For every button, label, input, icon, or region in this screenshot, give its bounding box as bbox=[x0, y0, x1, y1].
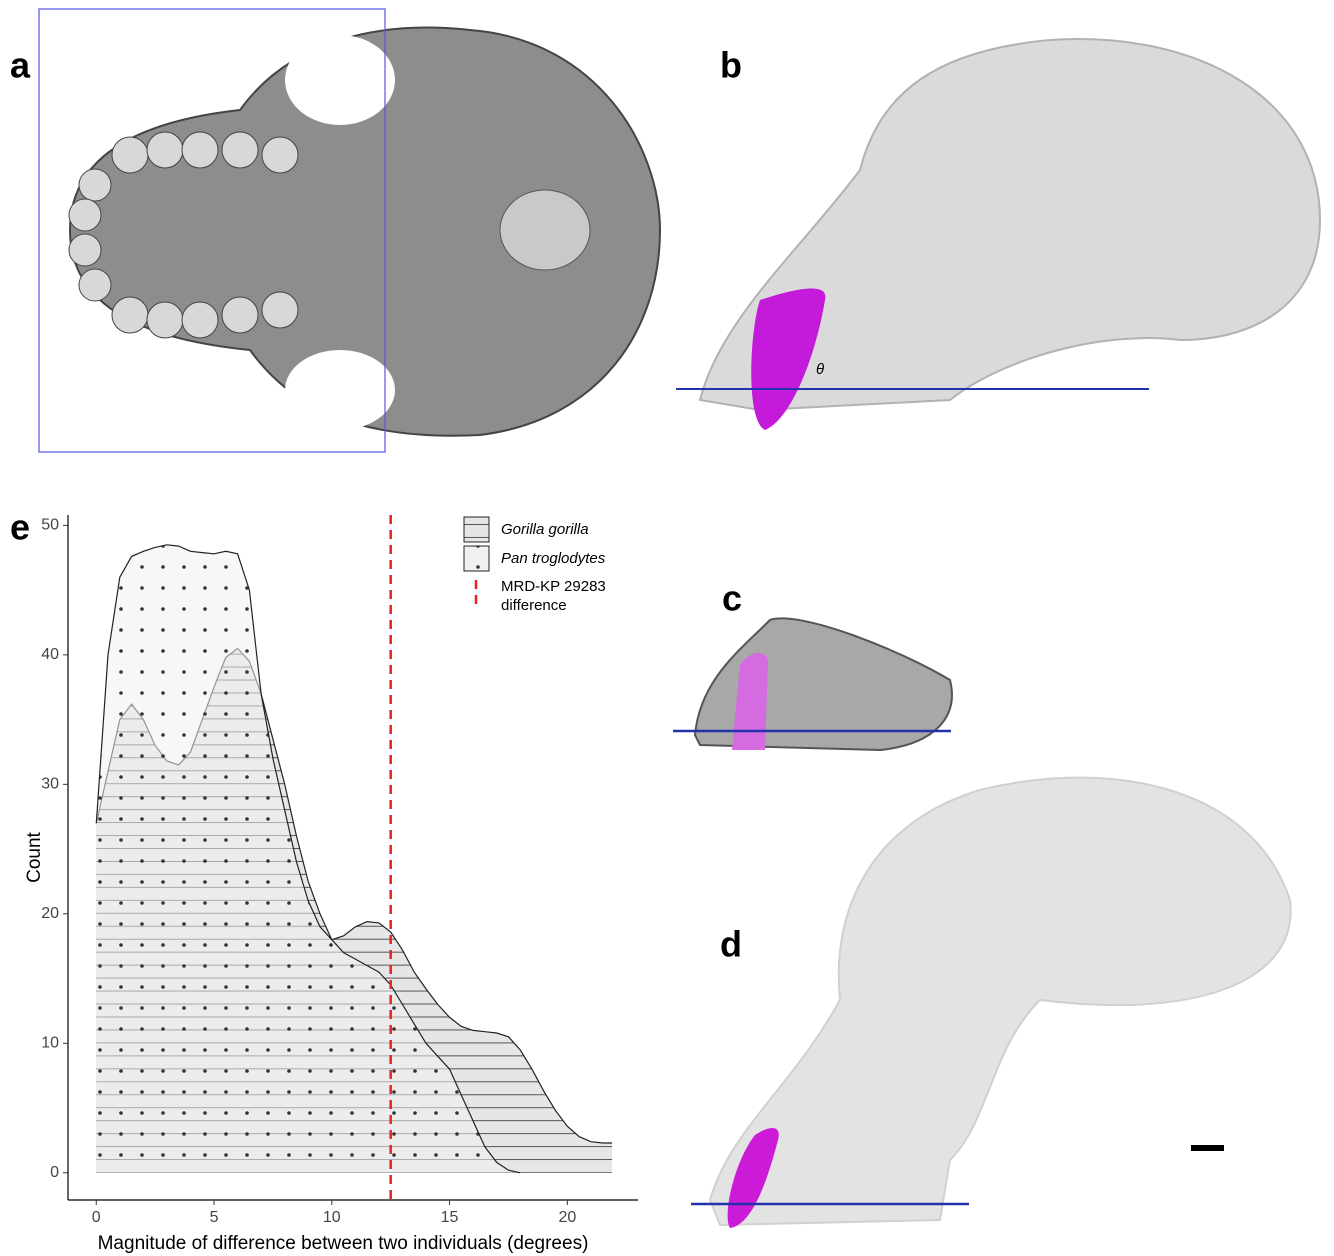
x-tick-label: 10 bbox=[323, 1209, 341, 1226]
area-pattern bbox=[96, 544, 521, 1173]
chart: 0 10 20 30 40 50 0 5 10 15 20 Magnitude of differen… bbox=[24, 515, 638, 1254]
x-tick-label: 20 bbox=[558, 1209, 576, 1226]
legend-label: Gorilla gorilla bbox=[501, 521, 589, 538]
legend-key-pattern bbox=[463, 545, 490, 572]
skull-b: θ bbox=[676, 38, 1322, 430]
area-outline bbox=[95, 544, 521, 1174]
y-tick-label: 10 bbox=[41, 1035, 59, 1052]
svg-text:θ: θ bbox=[816, 361, 824, 378]
x-tick-label: 0 bbox=[92, 1209, 101, 1226]
y-tick-label: 50 bbox=[41, 517, 59, 534]
x-axis-label: Magnitude of difference between two indi… bbox=[98, 1233, 589, 1254]
legend-label: Pan troglodytes bbox=[501, 550, 606, 567]
y-tick-label: 20 bbox=[41, 905, 59, 922]
legend-key-pattern bbox=[463, 516, 490, 543]
y-axis-label: Count bbox=[24, 831, 45, 882]
x-tick-label: 5 bbox=[210, 1209, 219, 1226]
skull-a bbox=[38, 8, 662, 453]
panel-label: a bbox=[10, 45, 31, 86]
y-tick-label: 40 bbox=[41, 646, 59, 663]
panel-label: d bbox=[720, 924, 742, 965]
y-tick-label: 0 bbox=[50, 1164, 59, 1181]
skull-d bbox=[691, 776, 1292, 1228]
panel-label: c bbox=[722, 578, 742, 619]
y-tick-label: 30 bbox=[41, 776, 59, 793]
legend-label: difference bbox=[501, 597, 567, 614]
panel-label: b bbox=[720, 45, 742, 86]
x-tick-label: 15 bbox=[441, 1209, 459, 1226]
fossil-c bbox=[673, 617, 953, 752]
legend-label: MRD-KP 29283 bbox=[501, 578, 606, 595]
panel-label: e bbox=[10, 507, 30, 548]
